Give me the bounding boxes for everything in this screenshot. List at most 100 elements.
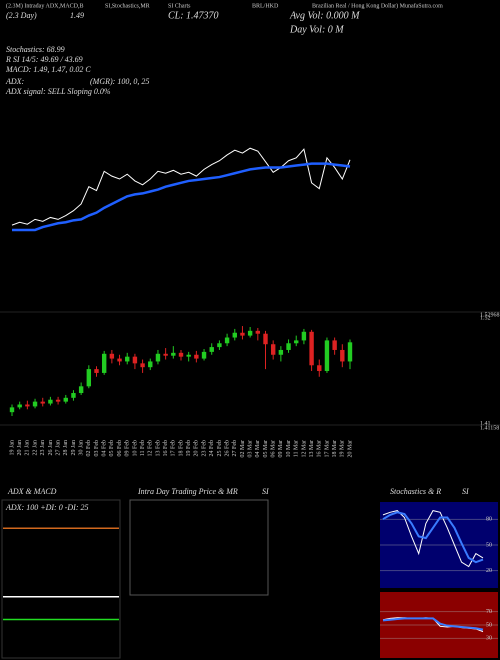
candle-body [17, 404, 22, 408]
x-tick-label: 11 Feb [140, 440, 146, 456]
stat-text: (MGR): 100, 0, 25 [90, 77, 149, 86]
x-tick-label: 26 Feb [224, 440, 230, 457]
candle-body [224, 337, 230, 344]
candle-body [255, 330, 261, 334]
candle-body [155, 353, 161, 362]
candle-body [178, 352, 184, 357]
indicator-line [382, 617, 484, 631]
candle-body [286, 343, 291, 350]
candle-body [209, 347, 214, 352]
candle-body [240, 332, 245, 336]
candle-body [278, 349, 284, 355]
candle-body [140, 363, 145, 368]
candle-body [78, 386, 84, 394]
panel-subtitle: SI [262, 487, 269, 496]
candle-body [71, 393, 76, 398]
candle-body [270, 344, 276, 355]
candle-body [232, 332, 237, 338]
y-tick-label: 80 [486, 517, 492, 523]
panel-subtitle: ADX: 100 +DI: 0 -DI: 25 [5, 503, 89, 512]
stat-text: Stochastics: 68.99 [6, 45, 65, 54]
candle-body [48, 399, 53, 404]
x-tick-label: 16 Mar [317, 440, 323, 458]
panel-title: ADX & MACD [7, 487, 57, 496]
x-tick-label: 25 Feb [217, 440, 223, 457]
candle-body [294, 340, 299, 344]
header-text: (2.3M) Intraday ADX,MACD,B [6, 2, 84, 9]
candle-body [25, 404, 30, 407]
x-tick-label: 17 Mar [324, 440, 330, 458]
header-text: 1.49 [70, 11, 84, 20]
x-tick-label: 17 Feb [171, 440, 177, 457]
x-tick-label: 09 Mar [278, 440, 284, 458]
panel-subtitle: SI [462, 487, 469, 496]
x-tick-label: 10 Feb [132, 440, 138, 457]
stat-text: MACD: 1.49, 1.47, 0.02 C [5, 65, 91, 74]
candle-body [132, 356, 138, 364]
x-tick-label: 12 Mar [301, 440, 307, 458]
candle-body [324, 340, 330, 372]
indicator-line [382, 511, 484, 564]
candle-body [125, 356, 130, 362]
x-tick-label: 04 Mar [255, 440, 261, 458]
x-tick-label: 02 Feb [86, 440, 92, 457]
candle-body [117, 358, 122, 362]
y-tick-label: 1.52 [480, 316, 491, 322]
y-tick-label: 1.41 [480, 421, 491, 427]
y-tick-label: 20 [486, 568, 492, 574]
y-tick-label: 1.52968 [480, 312, 500, 318]
x-tick-label: 04 Feb [102, 440, 108, 457]
x-tick-label: 13 Feb [155, 440, 161, 457]
x-tick-label: 19 Mar [340, 440, 346, 458]
stat-text: ADX: [5, 77, 25, 86]
price-line [11, 147, 351, 226]
candle-body [171, 352, 176, 356]
x-tick-label: 30 Jan [79, 440, 85, 456]
x-tick-label: 18 Mar [332, 440, 338, 458]
candle-body [63, 397, 68, 402]
header-text: SI Charts [168, 3, 191, 9]
candle-body [101, 353, 107, 373]
header-text: CL: 1.47370 [168, 10, 219, 21]
candle-body [317, 365, 322, 372]
header-text: SI,Stochastics,MR [105, 3, 150, 9]
candle-body [163, 353, 168, 356]
candle-body [217, 343, 222, 348]
x-tick-label: 05 Mar [263, 440, 269, 458]
x-tick-label: 16 Feb [163, 440, 169, 457]
candle-body [263, 333, 268, 345]
x-tick-label: 21 Jan [25, 440, 31, 456]
candle-body [332, 340, 337, 350]
header-text: Avg Vol: 0.000 M [289, 10, 360, 21]
x-tick-label: 23 Feb [201, 440, 207, 457]
x-tick-label: 29 Jan [71, 440, 77, 456]
x-tick-label: 20 Jan [17, 440, 23, 456]
y-tick-label: 50 [486, 622, 492, 628]
candle-body [9, 407, 15, 413]
panel-title: Intra Day Trading Price & MR [137, 487, 238, 496]
x-tick-label: 12 Feb [148, 440, 154, 457]
candle-body [301, 331, 307, 341]
candle-body [347, 342, 353, 362]
x-tick-label: 27 Jan [55, 440, 61, 456]
header-text: (2.3 Day) [6, 11, 37, 20]
candle-body [148, 361, 153, 368]
y-tick-label: 30 [486, 636, 492, 642]
x-tick-label: 02 Mar [240, 440, 246, 458]
x-tick-label: 13 Mar [309, 440, 315, 458]
candle-body [55, 399, 61, 402]
x-tick-label: 03 Feb [94, 440, 100, 457]
x-tick-label: 19 Feb [186, 440, 192, 457]
x-tick-label: 18 Feb [178, 440, 184, 457]
x-tick-label: 06 Feb [117, 440, 123, 457]
x-tick-label: 06 Mar [271, 440, 277, 458]
candle-body [340, 349, 345, 362]
x-tick-label: 28 Jan [63, 440, 69, 456]
x-tick-label: 26 Jan [48, 440, 54, 456]
x-tick-label: 05 Feb [109, 440, 115, 457]
stat-text: R SI 14/5: 49.69 / 43.69 [5, 55, 83, 64]
header-text: Day Vol: 0 M [289, 24, 344, 35]
panel-title: Stochastics & R [390, 487, 441, 496]
candle-body [201, 351, 207, 359]
